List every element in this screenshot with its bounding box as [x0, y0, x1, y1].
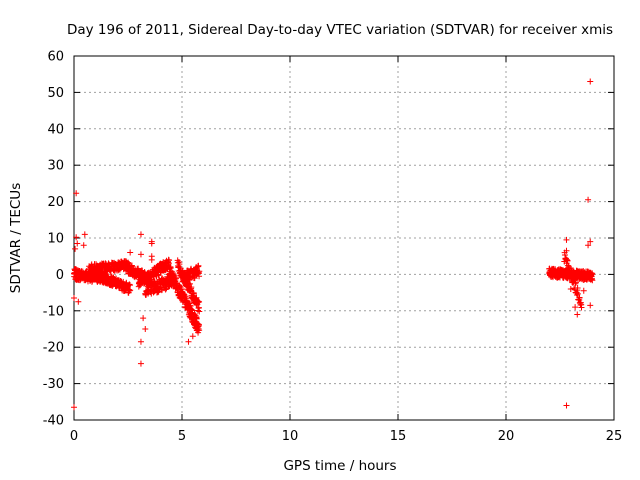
x-tick-label: 5: [178, 429, 186, 444]
data-point: [572, 304, 579, 311]
data-point: [196, 327, 203, 334]
data-point: [72, 245, 79, 252]
data-point: [574, 285, 581, 292]
data-point: [196, 268, 203, 275]
y-tick-label: 0: [56, 268, 64, 283]
data-point: [126, 282, 133, 289]
data-point: [193, 294, 200, 301]
data-point: [190, 290, 197, 297]
data-point: [587, 302, 594, 309]
data-point: [166, 257, 173, 264]
data-point: [571, 276, 578, 283]
data-point: [576, 295, 583, 302]
points-layer: [71, 78, 596, 411]
data-point: [578, 304, 585, 311]
data-point: [572, 280, 579, 287]
data-point: [137, 251, 144, 258]
data-point: [126, 287, 133, 294]
x-tick-label: 0: [70, 429, 78, 444]
data-point: [167, 265, 174, 272]
grid-layer: [74, 56, 614, 420]
data-point: [188, 284, 195, 291]
data-point: [567, 285, 574, 292]
x-axis-label: GPS time / hours: [283, 458, 396, 474]
data-point: [585, 196, 592, 203]
data-point: [191, 275, 198, 282]
y-tick-label: 40: [47, 122, 64, 137]
y-axis-label: SDTVAR / TECUs: [8, 183, 24, 293]
data-point: [587, 238, 594, 245]
data-point: [574, 290, 581, 297]
data-point: [589, 277, 596, 284]
y-tick-label: -30: [43, 377, 64, 392]
data-point: [587, 78, 594, 85]
data-point: [580, 287, 587, 294]
data-point: [137, 231, 144, 238]
data-point: [137, 338, 144, 345]
data-point: [188, 306, 195, 313]
data-point: [176, 261, 183, 268]
data-point: [563, 256, 570, 263]
data-point: [80, 242, 87, 249]
data-point: [148, 256, 155, 263]
data-point: [567, 265, 574, 272]
data-point: [71, 404, 77, 411]
data-point: [73, 234, 80, 241]
data-point: [572, 279, 579, 286]
data-point: [73, 190, 80, 197]
data-point: [563, 236, 570, 243]
data-point: [189, 307, 196, 314]
x-tick-label: 25: [606, 429, 623, 444]
data-point: [74, 240, 81, 247]
data-point: [195, 322, 202, 329]
x-tick-label: 15: [390, 429, 407, 444]
data-point: [127, 249, 134, 256]
x-tick-label: 20: [498, 429, 515, 444]
data-point: [574, 311, 581, 318]
data-point: [75, 298, 82, 305]
data-point: [585, 242, 592, 249]
data-point: [128, 262, 135, 269]
data-point: [142, 326, 149, 332]
data-point: [178, 285, 185, 292]
data-point: [195, 262, 202, 269]
y-tick-label: 50: [47, 86, 64, 101]
data-point: [71, 295, 77, 302]
y-tick-label: -20: [43, 341, 64, 356]
data-point: [196, 298, 203, 305]
data-point: [196, 308, 203, 315]
y-tick-label: 20: [47, 195, 64, 210]
data-point: [185, 338, 192, 345]
y-tick-label: -10: [43, 304, 64, 319]
data-point: [148, 238, 155, 245]
data-point: [162, 286, 169, 293]
x-tick-label: 10: [282, 429, 299, 444]
data-point: [589, 271, 596, 278]
chart-title: Day 196 of 2011, Sidereal Day-to-day VTE…: [67, 22, 613, 38]
data-point: [137, 360, 144, 367]
data-point: [127, 287, 134, 294]
data-point: [173, 275, 180, 282]
data-point: [570, 275, 577, 282]
y-tick-label: 30: [47, 159, 64, 174]
y-tick-label: 60: [47, 50, 64, 65]
y-tick-label: 10: [47, 232, 64, 247]
ticks-layer: 0 5 10 15 20 25 -40 -30 -20 -10 0 10 20 30 40 50 60: [43, 50, 623, 445]
data-point: [563, 247, 570, 254]
data-point: [189, 333, 196, 340]
data-point: [563, 402, 570, 409]
data-point: [125, 259, 132, 266]
y-tick-label: -40: [43, 414, 64, 429]
data-point: [81, 231, 88, 238]
data-point: [140, 315, 147, 322]
